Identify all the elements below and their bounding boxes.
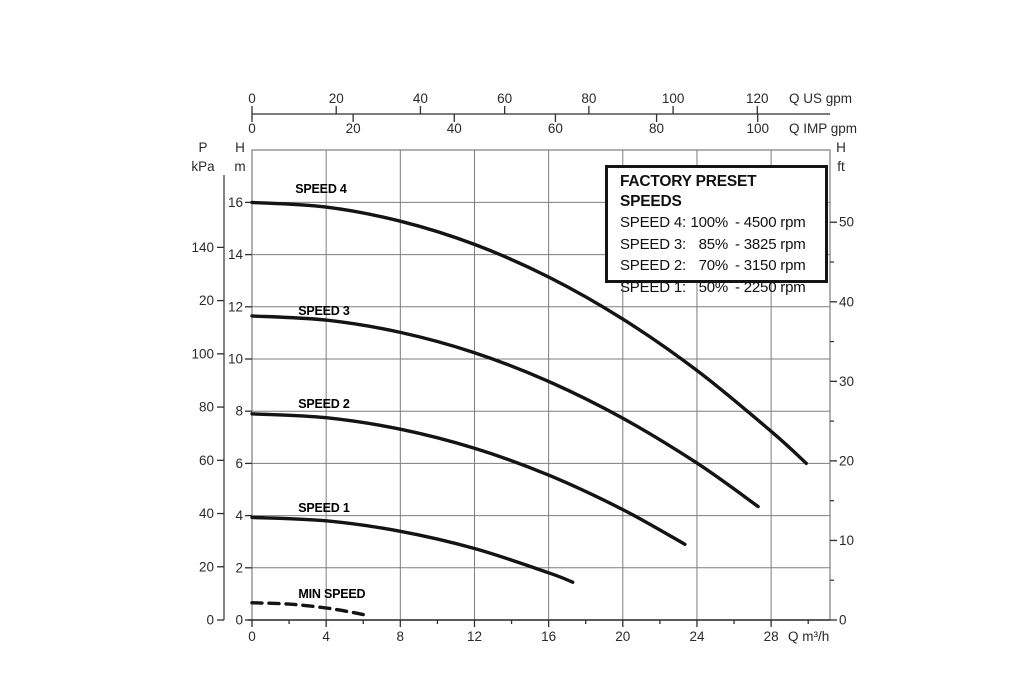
imp-gpm-tick-label: 40 — [447, 121, 462, 136]
head-ft-tick-label: 50 — [839, 215, 854, 230]
flow-tick-label: 20 — [615, 629, 630, 644]
kpa-tick-label: 0 — [206, 613, 214, 628]
pump-curve-speed-3 — [250, 314, 760, 509]
imp-gpm-tick-label: 100 — [746, 121, 769, 136]
head-ft-tick-label: 0 — [839, 613, 847, 628]
head-ft-tick-label: 10 — [839, 533, 854, 548]
flow-axis-title: Q m³/h — [788, 629, 829, 644]
head-m-tick-label: 12 — [228, 299, 243, 314]
legend-title: FACTORY PRESET SPEEDS — [620, 173, 757, 210]
curve-label-speed-3: SPEED 3 — [298, 304, 350, 318]
flow-tick-label: 8 — [397, 629, 405, 644]
kpa-axis-title: P — [198, 140, 207, 155]
head-ft-tick-label: 20 — [839, 453, 854, 468]
head-ft-tick-label: 30 — [839, 374, 854, 389]
legend-speed-percent: 85% — [698, 235, 729, 253]
head-ft-axis-title: ft — [837, 159, 845, 174]
us-gpm-axis-title: Q US gpm — [789, 91, 852, 106]
imp-gpm-tick-label: 0 — [248, 121, 256, 136]
legend-rows: SPEED 4: 100% - 4500 rpm SPEED 3: 85% - 3825 … — [620, 212, 817, 298]
us-gpm-tick-label: 80 — [581, 91, 596, 106]
flow-tick-label: 24 — [689, 629, 705, 644]
kpa-tick-label: 140 — [191, 240, 214, 255]
head-m-axis-title: m — [234, 159, 245, 174]
kpa-tick-label: 80 — [199, 400, 214, 415]
head-m-axis-title: H — [235, 140, 245, 155]
kpa-axis-title: kPa — [191, 159, 215, 174]
curve-label-speed-4: SPEED 4 — [295, 182, 347, 196]
legend-speed-rpm: - 3825 rpm — [735, 235, 806, 253]
head-m-tick-label: 2 — [235, 560, 243, 575]
us-gpm-tick-label: 40 — [413, 91, 428, 106]
curve-label-speed-1: SPEED 1 — [298, 501, 350, 515]
pump-curve-speed-1 — [250, 515, 575, 584]
head-ft-tick-label: 40 — [839, 294, 854, 309]
flow-tick-label: 16 — [541, 629, 556, 644]
curve-label-speed-2: SPEED 2 — [298, 397, 350, 411]
curve-label-min-speed: MIN SPEED — [298, 587, 365, 601]
kpa-tick-label: 100 — [191, 346, 214, 361]
legend-speed-name: SPEED 3: — [620, 235, 686, 253]
legend-speed-name: SPEED 2: — [620, 257, 686, 274]
pump-curve-min-speed — [250, 601, 372, 618]
head-m-tick-label: 0 — [235, 613, 243, 628]
head-m-tick-label: 10 — [228, 352, 243, 367]
imp-gpm-tick-label: 60 — [548, 121, 563, 136]
legend-speed-rpm: - 4500 rpm — [735, 214, 806, 231]
us-gpm-tick-label: 0 — [248, 91, 256, 106]
legend-speed-percent: 50% — [698, 278, 729, 296]
head-m-tick-label: 14 — [228, 247, 244, 262]
head-m-tick-label: 16 — [228, 195, 243, 210]
kpa-tick-label: 60 — [199, 453, 214, 468]
legend-speed-rpm: - 2250 rpm — [735, 278, 806, 296]
legend-row: SPEED 1: 50% - 2250 rpm — [620, 277, 817, 299]
pump-curve-speed-4 — [250, 200, 808, 466]
us-gpm-tick-label: 60 — [497, 91, 512, 106]
head-m-tick-label: 4 — [235, 508, 243, 523]
kpa-tick-label: 20 — [199, 559, 214, 574]
legend-row: SPEED 3: 85% - 3825 rpm — [620, 234, 817, 256]
legend-speed-name: SPEED 1: — [620, 278, 686, 296]
head-m-tick-label: 6 — [235, 456, 243, 471]
us-gpm-tick-label: 100 — [662, 91, 685, 106]
us-gpm-tick-label: 20 — [329, 91, 344, 106]
kpa-tick-label: 40 — [199, 506, 214, 521]
flow-tick-label: 0 — [248, 629, 256, 644]
legend-speed-rpm: - 3150 rpm — [735, 257, 806, 274]
legend-speed-percent: 100% — [690, 214, 728, 231]
flow-tick-label: 12 — [467, 629, 482, 644]
legend-row: SPEED 4: 100% - 4500 rpm — [620, 212, 817, 234]
flow-tick-label: 28 — [764, 629, 779, 644]
factory-preset-speeds-legend: FACTORY PRESET SPEEDS SPEED 4: 100% - 4500… — [605, 165, 828, 296]
imp-gpm-tick-label: 80 — [649, 121, 664, 136]
head-ft-axis-title: H — [836, 140, 846, 155]
pump-curve-speed-2 — [250, 412, 687, 546]
legend-row: SPEED 2: 70% - 3150 rpm — [620, 255, 817, 277]
kpa-tick-label: 20 — [199, 293, 214, 308]
imp-gpm-tick-label: 20 — [346, 121, 361, 136]
legend-speed-percent: 70% — [698, 257, 729, 274]
us-gpm-tick-label: 120 — [746, 91, 769, 106]
imp-gpm-axis-title: Q IMP gpm — [789, 121, 857, 136]
flow-tick-label: 4 — [322, 629, 330, 644]
head-m-tick-label: 8 — [235, 404, 243, 419]
legend-speed-name: SPEED 4: — [620, 214, 686, 231]
